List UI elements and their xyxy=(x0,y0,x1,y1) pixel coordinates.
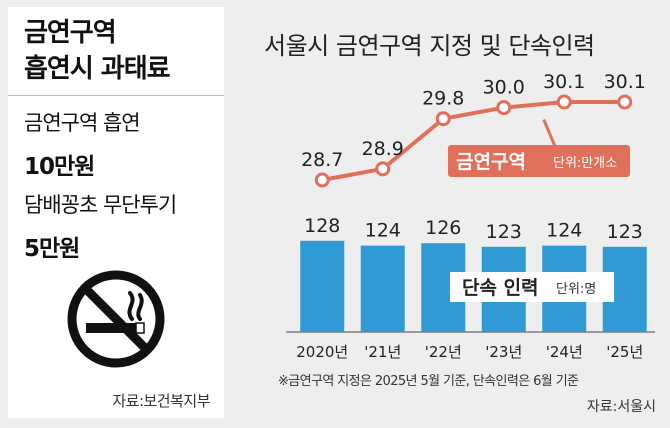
bar-value-label: 124 xyxy=(546,220,582,242)
line-value-label: 30.1 xyxy=(604,71,646,93)
bar-legend-box xyxy=(450,272,614,302)
line-value-label: 30.0 xyxy=(483,77,525,99)
bar-value-label: 124 xyxy=(365,220,401,242)
x-tick-label: '21년 xyxy=(364,343,401,361)
fine-item-value: 5만원 xyxy=(24,236,80,262)
line-series xyxy=(321,100,625,182)
chart-source-text: 자료:서울시 xyxy=(586,399,656,415)
bar-value-label: 123 xyxy=(607,221,643,243)
line-value-label: 28.7 xyxy=(301,149,343,171)
x-tick-label: '25년 xyxy=(606,343,643,361)
bar-value-label: 123 xyxy=(486,221,522,243)
line-value-label: 28.9 xyxy=(362,138,404,160)
line-legend-name: 금연구역 xyxy=(456,151,526,173)
line-value-label: 30.1 xyxy=(543,71,585,93)
title-divider xyxy=(8,95,224,96)
line-point-0 xyxy=(314,172,330,188)
chart-footnote: ※금연구역 지정은 2025년 5월 기준, 단속인력은 6월 기준 xyxy=(278,374,579,389)
bar-value-label: 126 xyxy=(425,217,461,239)
panel-title: 금연구역 흡연시 과태료 xyxy=(24,15,171,87)
x-tick-label: '22년 xyxy=(425,343,462,361)
fine-item-label: 담배꽁초 무단투기 xyxy=(24,193,177,217)
x-tick-label: '23년 xyxy=(485,343,522,361)
fine-info-panel: 금연구역 흡연시 과태료 금연구역 흡연 10만원 담배꽁초 무단투기 5만원 … xyxy=(8,7,224,418)
line-point-2 xyxy=(435,111,451,127)
line-legend-unit: 단위:만개소 xyxy=(553,156,617,171)
fine-item-value: 10만원 xyxy=(24,154,95,180)
bar-value-label: 128 xyxy=(304,215,340,237)
line-point-4 xyxy=(556,94,572,110)
line-point-5 xyxy=(617,94,633,110)
x-tick-label: '24년 xyxy=(546,343,583,361)
legend-connector xyxy=(542,119,558,149)
x-tick-label: 2020년 xyxy=(296,343,348,361)
bar-1 xyxy=(360,245,405,332)
bar-legend-unit: 단위:명 xyxy=(556,282,596,297)
line-value-label: 29.8 xyxy=(422,88,464,110)
left-source-text: 자료:보건복지부 xyxy=(112,392,210,410)
panel-title-line2: 흡연시 과태료 xyxy=(24,54,171,84)
line-point-3 xyxy=(496,100,512,116)
no-smoking-icon xyxy=(66,269,166,373)
bar-legend-name: 단속 인력 xyxy=(462,277,539,299)
bar-0 xyxy=(300,240,345,332)
panel-title-line1: 금연구역 xyxy=(24,18,117,48)
line-legend-box xyxy=(448,145,630,177)
chart-title: 서울시 금연구역 지정 및 단속인력 xyxy=(264,32,595,60)
fine-item-label: 금연구역 흡연 xyxy=(24,111,141,135)
line-point-1 xyxy=(375,161,391,177)
